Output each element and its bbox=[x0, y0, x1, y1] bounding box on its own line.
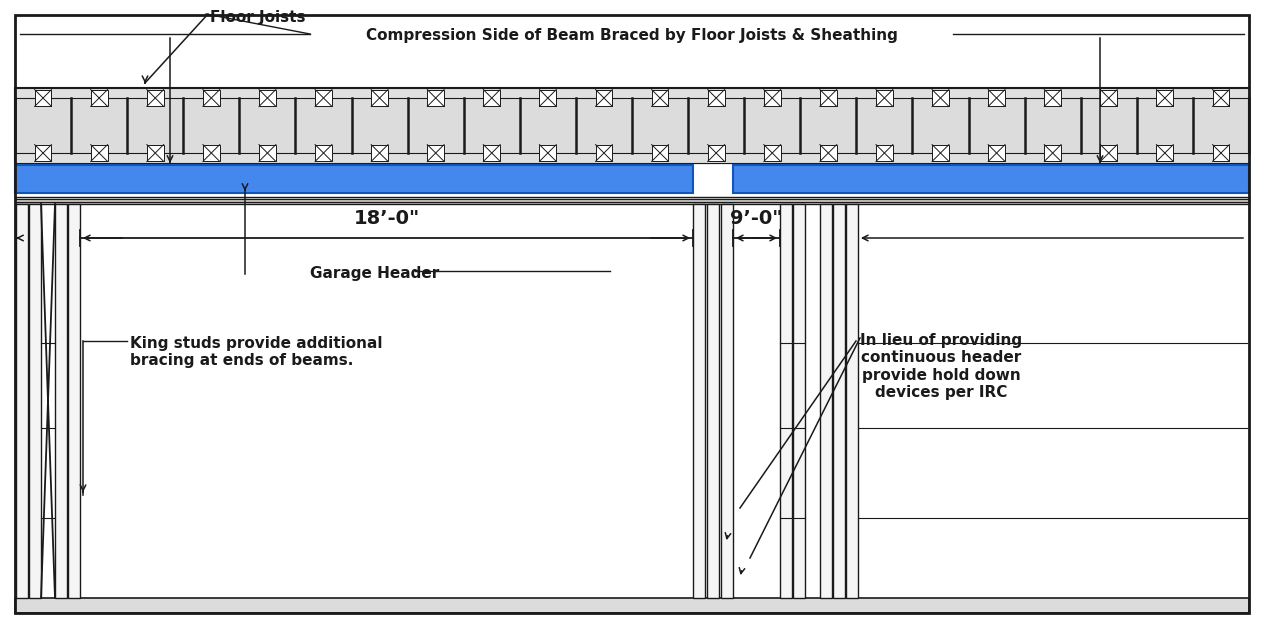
Bar bbox=[820, 204, 832, 598]
Bar bbox=[427, 90, 444, 106]
Bar bbox=[372, 144, 388, 161]
Bar bbox=[259, 90, 276, 106]
Bar bbox=[846, 204, 858, 598]
Bar bbox=[988, 90, 1005, 106]
Bar bbox=[29, 204, 40, 598]
Bar bbox=[372, 90, 388, 106]
Bar bbox=[68, 204, 80, 598]
Bar bbox=[763, 144, 781, 161]
Text: 9’-0": 9’-0" bbox=[731, 209, 782, 228]
Bar bbox=[876, 144, 892, 161]
Bar bbox=[483, 90, 501, 106]
Bar bbox=[15, 88, 1249, 163]
Bar bbox=[988, 144, 1005, 161]
Bar bbox=[1212, 144, 1230, 161]
Bar bbox=[652, 90, 669, 106]
Text: Compression Side of Beam Braced by Floor Joists & Sheathing: Compression Side of Beam Braced by Floor… bbox=[367, 28, 897, 43]
Bar bbox=[147, 90, 163, 106]
Bar bbox=[483, 144, 501, 161]
Bar bbox=[91, 90, 107, 106]
Bar bbox=[720, 204, 733, 598]
Bar bbox=[780, 204, 793, 598]
Text: In lieu of providing
continuous header
provide hold down
devices per IRC: In lieu of providing continuous header p… bbox=[860, 333, 1023, 400]
Text: Floor Joists: Floor Joists bbox=[210, 10, 306, 25]
Bar bbox=[204, 144, 220, 161]
Bar bbox=[652, 144, 669, 161]
Bar bbox=[315, 90, 332, 106]
Bar bbox=[820, 90, 837, 106]
Bar bbox=[707, 204, 719, 598]
Bar bbox=[15, 165, 693, 193]
Bar bbox=[595, 144, 612, 161]
Bar bbox=[427, 144, 444, 161]
Bar bbox=[34, 144, 52, 161]
Bar bbox=[1101, 90, 1117, 106]
Bar bbox=[540, 144, 556, 161]
Bar bbox=[708, 90, 724, 106]
Bar bbox=[315, 144, 332, 161]
Bar bbox=[56, 204, 67, 598]
Bar bbox=[91, 144, 107, 161]
Bar bbox=[1212, 90, 1230, 106]
Bar bbox=[820, 144, 837, 161]
Bar bbox=[259, 144, 276, 161]
Bar bbox=[708, 144, 724, 161]
Text: Garage Header: Garage Header bbox=[310, 266, 440, 281]
Bar bbox=[932, 144, 949, 161]
Bar bbox=[15, 598, 1249, 613]
Bar bbox=[1044, 144, 1060, 161]
Bar bbox=[147, 144, 163, 161]
Bar bbox=[733, 165, 1249, 193]
Bar bbox=[540, 90, 556, 106]
Bar bbox=[1044, 90, 1060, 106]
Bar bbox=[34, 90, 52, 106]
Text: King studs provide additional
bracing at ends of beams.: King studs provide additional bracing at… bbox=[130, 336, 383, 369]
Bar bbox=[595, 90, 612, 106]
Bar bbox=[932, 90, 949, 106]
Bar bbox=[204, 90, 220, 106]
Bar bbox=[1101, 144, 1117, 161]
Bar bbox=[15, 153, 1249, 163]
Bar bbox=[793, 204, 805, 598]
Bar bbox=[833, 204, 846, 598]
Bar bbox=[15, 88, 1249, 98]
Bar bbox=[876, 90, 892, 106]
Text: 18’-0": 18’-0" bbox=[354, 209, 420, 228]
Bar bbox=[1157, 90, 1173, 106]
Bar bbox=[16, 204, 28, 598]
Bar bbox=[15, 199, 1249, 204]
Bar bbox=[693, 204, 705, 598]
Bar bbox=[1157, 144, 1173, 161]
Bar bbox=[763, 90, 781, 106]
